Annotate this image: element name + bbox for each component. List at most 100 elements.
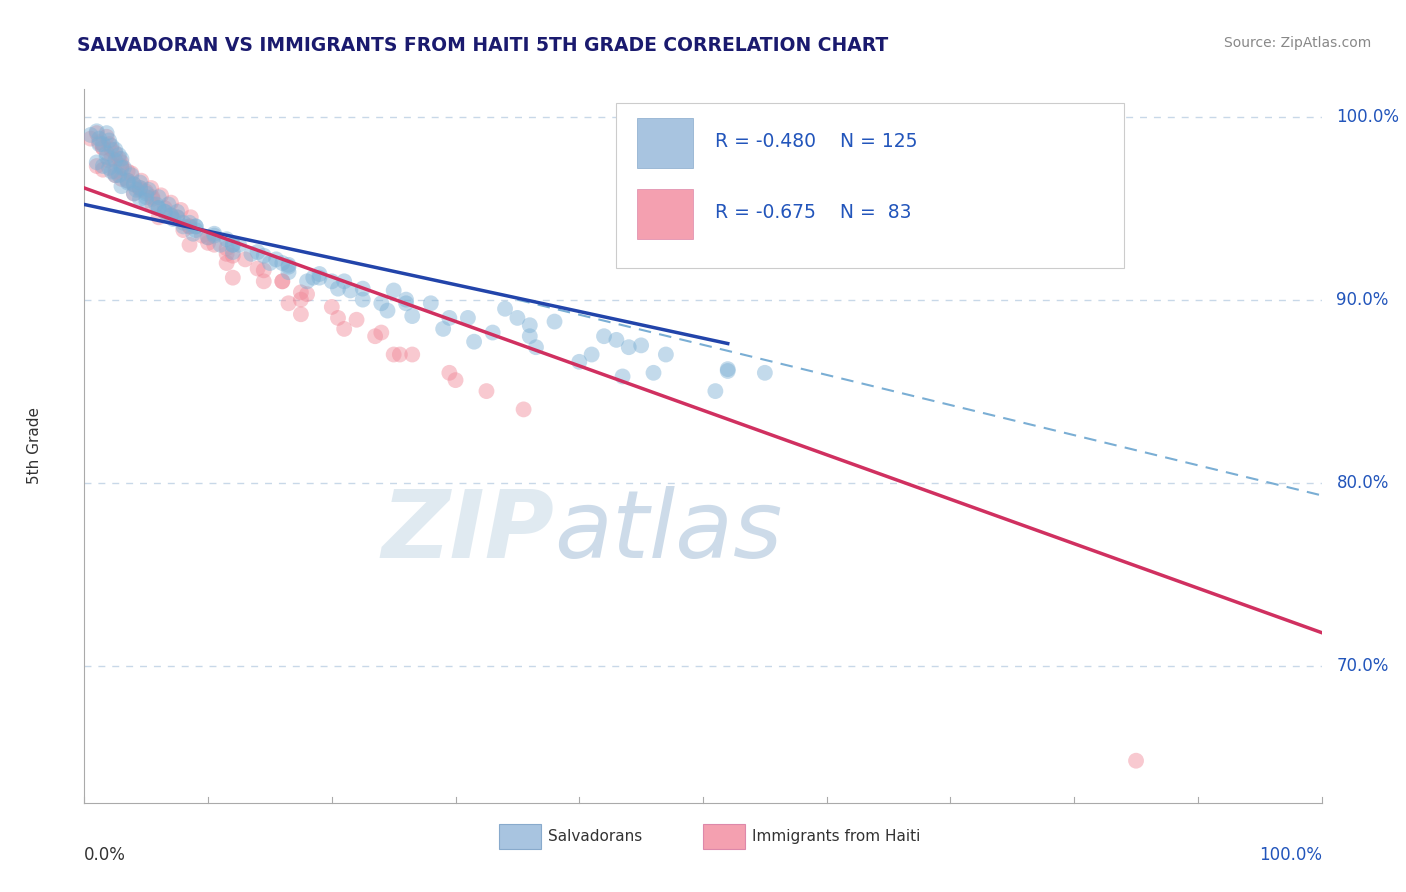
Point <box>110 155 132 169</box>
Point <box>153 204 176 219</box>
Point <box>271 274 294 288</box>
Point <box>506 310 529 325</box>
Point <box>110 179 132 194</box>
Point <box>79 131 101 145</box>
Point <box>222 237 245 252</box>
Point <box>86 126 108 140</box>
Point <box>100 143 122 157</box>
Point <box>494 301 516 316</box>
Point <box>630 338 652 352</box>
Text: 80.0%: 80.0% <box>1337 474 1389 491</box>
Point <box>377 303 399 318</box>
Point <box>100 164 122 178</box>
Point <box>370 296 392 310</box>
Text: 90.0%: 90.0% <box>1337 291 1389 309</box>
Point <box>108 168 131 182</box>
Point <box>179 237 201 252</box>
Point <box>141 181 163 195</box>
Point <box>141 197 163 211</box>
Text: Salvadorans: Salvadorans <box>548 830 643 844</box>
Point <box>457 310 479 325</box>
Point <box>98 133 121 147</box>
Text: SALVADORAN VS IMMIGRANTS FROM HAITI 5TH GRADE CORRELATION CHART: SALVADORAN VS IMMIGRANTS FROM HAITI 5TH … <box>77 36 889 54</box>
Point <box>215 241 238 255</box>
Point <box>524 340 547 354</box>
Point <box>605 333 627 347</box>
Point <box>104 164 127 178</box>
Point <box>290 285 312 300</box>
Point <box>89 135 111 149</box>
Point <box>89 137 111 152</box>
Point <box>277 265 299 279</box>
Point <box>96 129 118 144</box>
Point <box>222 237 245 252</box>
Point <box>271 256 294 270</box>
Point <box>326 310 349 325</box>
Point <box>91 137 114 152</box>
Point <box>150 188 173 202</box>
Point <box>153 201 176 215</box>
Point <box>717 362 740 376</box>
Point <box>104 168 127 182</box>
Point <box>290 307 312 321</box>
Point <box>129 174 152 188</box>
Point <box>96 146 118 161</box>
Point <box>104 143 127 157</box>
Point <box>112 161 135 175</box>
Point <box>98 137 121 152</box>
Point <box>180 211 202 225</box>
Point <box>197 230 219 244</box>
Point <box>215 232 238 246</box>
Point <box>148 211 170 225</box>
Point <box>264 252 287 267</box>
Point <box>184 223 207 237</box>
Text: 5th Grade: 5th Grade <box>27 408 42 484</box>
Point <box>432 322 454 336</box>
Point <box>120 166 142 180</box>
Point <box>215 256 238 270</box>
Point <box>172 223 194 237</box>
Point <box>110 161 132 175</box>
Point <box>444 373 467 387</box>
Point <box>86 155 108 169</box>
Point <box>148 201 170 215</box>
Point <box>125 183 148 197</box>
Point <box>202 237 225 252</box>
Point <box>233 252 256 267</box>
Point <box>179 219 201 234</box>
Point <box>129 181 152 195</box>
Point <box>86 159 108 173</box>
Text: 100.0%: 100.0% <box>1258 846 1322 863</box>
Text: Source: ZipAtlas.com: Source: ZipAtlas.com <box>1223 36 1371 50</box>
Point <box>179 216 201 230</box>
Text: 0.0%: 0.0% <box>84 846 127 863</box>
Point <box>110 159 132 173</box>
Point <box>717 364 740 378</box>
Point <box>141 190 163 204</box>
Point <box>138 183 160 197</box>
Point <box>333 274 356 288</box>
Point <box>352 293 374 307</box>
Point <box>202 228 225 243</box>
Text: 70.0%: 70.0% <box>1337 657 1389 674</box>
Point <box>253 263 276 277</box>
Point <box>370 326 392 340</box>
Point <box>184 219 207 234</box>
Point <box>295 274 318 288</box>
Point <box>135 186 157 201</box>
Point <box>475 384 498 398</box>
Point <box>91 162 114 177</box>
Point <box>519 329 541 343</box>
Point <box>122 186 145 201</box>
Point <box>129 192 152 206</box>
Point <box>86 124 108 138</box>
Text: R = -0.675    N =  83: R = -0.675 N = 83 <box>716 203 912 222</box>
Point <box>382 284 405 298</box>
Point <box>135 194 157 208</box>
Point <box>308 270 330 285</box>
Point <box>117 164 139 178</box>
Point <box>104 153 127 168</box>
Point <box>117 174 139 188</box>
Point <box>110 172 132 186</box>
Point <box>326 282 349 296</box>
